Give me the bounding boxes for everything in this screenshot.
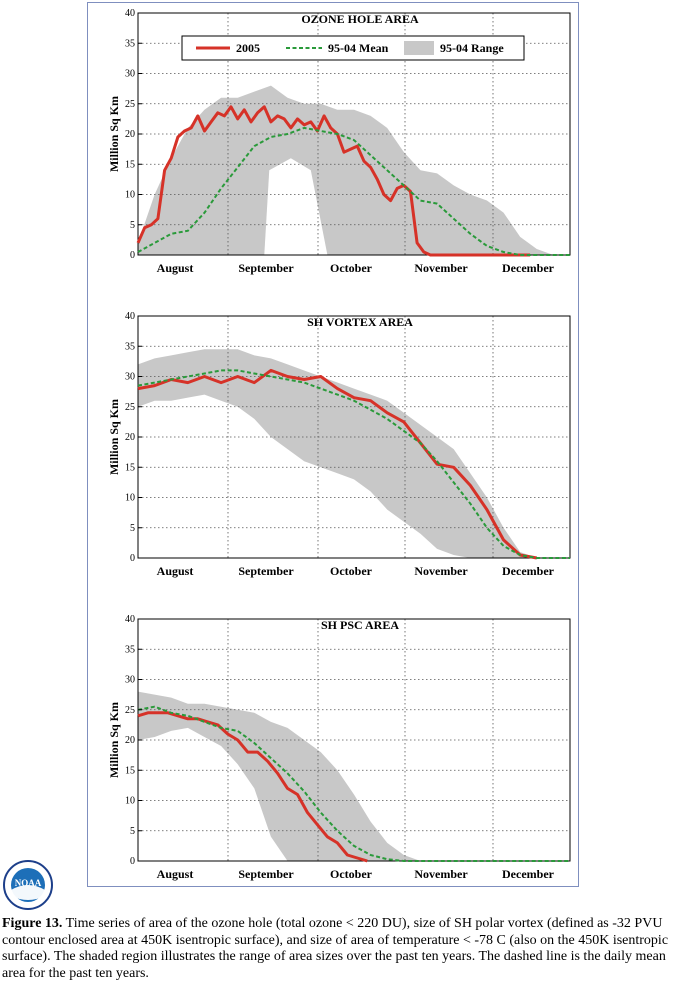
y-tick-label: 15 xyxy=(125,462,135,473)
series-mean-line xyxy=(137,369,570,559)
chart-panel-1: 0 5 10 15 20 25 30 35 40 August September October No… xyxy=(107,8,571,275)
y-tick-label: 25 xyxy=(125,705,135,716)
figure-frame xyxy=(87,2,579,887)
range-band xyxy=(138,691,570,861)
y-tick-label: 35 xyxy=(125,644,135,655)
chart-title: SH PSC AREA xyxy=(321,618,399,632)
legend-range-swatch xyxy=(404,41,434,55)
y-tick-label: 5 xyxy=(130,523,135,534)
x-month-label: September xyxy=(238,564,294,578)
legend-box xyxy=(181,35,525,61)
legend-range-label: 95-04 Range xyxy=(440,41,504,55)
x-month-label: December xyxy=(502,261,555,275)
y-tick-label: 10 xyxy=(125,190,135,201)
x-month-label: November xyxy=(414,564,468,578)
x-month-label: October xyxy=(330,867,373,881)
range-band xyxy=(138,85,570,255)
y-tick-label: 30 xyxy=(125,675,135,686)
y-tick-label: 40 xyxy=(125,311,135,322)
x-month-label: August xyxy=(157,261,194,275)
y-tick-label: 0 xyxy=(130,553,135,564)
x-month-label: August xyxy=(157,867,194,881)
y-tick-label: 20 xyxy=(125,129,135,140)
y-tick-label: 15 xyxy=(125,159,135,170)
legend-mean-label: 95-04 Mean xyxy=(328,41,389,55)
figure-caption: Figure 13. Time series of area of the oz… xyxy=(2,916,678,982)
x-month-label: November xyxy=(414,867,468,881)
y-tick-label: 25 xyxy=(125,99,135,110)
series-mean-line xyxy=(137,705,570,862)
y-tick-label: 5 xyxy=(130,220,135,231)
series-2005-line xyxy=(137,711,368,863)
range-band xyxy=(138,349,570,558)
y-tick-label: 30 xyxy=(125,69,135,80)
y-tick-label: 15 xyxy=(125,765,135,776)
y-tick-label: 20 xyxy=(125,432,135,443)
range-gap xyxy=(264,158,328,255)
y-tick-label: 30 xyxy=(125,372,135,383)
y-tick-label: 40 xyxy=(125,8,135,19)
y-tick-label: 0 xyxy=(130,856,135,867)
series-2005-line xyxy=(136,105,531,257)
chart-panel-3: 0 5 10 15 20 25 30 35 40 August September October No… xyxy=(107,614,571,881)
y-axis-label: Million Sq Km xyxy=(107,702,121,778)
noaa-logo: NOAA xyxy=(3,860,53,910)
chart-title: SH VORTEX AREA xyxy=(307,315,413,329)
x-month-label: November xyxy=(414,261,468,275)
y-axis-label: Million Sq Km xyxy=(107,399,121,475)
y-axis-label: Million Sq Km xyxy=(107,96,121,172)
x-month-label: October xyxy=(330,261,373,275)
x-month-label: August xyxy=(157,564,194,578)
y-tick-label: 20 xyxy=(125,735,135,746)
y-tick-label: 10 xyxy=(125,796,135,807)
y-tick-label: 0 xyxy=(130,250,135,261)
legend-2005-label: 2005 xyxy=(236,41,260,55)
x-month-label: December xyxy=(502,867,555,881)
x-month-label: September xyxy=(238,867,294,881)
noaa-logo-text: NOAA xyxy=(15,878,42,888)
caption-label: Figure 13. xyxy=(2,916,63,931)
y-tick-label: 5 xyxy=(130,826,135,837)
y-tick-label: 25 xyxy=(125,402,135,413)
x-month-label: December xyxy=(502,564,555,578)
chart-panel-2: 0 5 10 15 20 25 30 35 40 August September October No… xyxy=(107,311,571,578)
y-tick-label: 35 xyxy=(125,341,135,352)
y-tick-label: 35 xyxy=(125,38,135,49)
legend: 2005 95-04 Mean 95-04 Range xyxy=(181,35,525,61)
series-2005-line xyxy=(137,368,538,560)
caption-text: Time series of area of the ozone hole (t… xyxy=(2,916,669,981)
x-month-label: September xyxy=(238,261,294,275)
chart-title: OZONE HOLE AREA xyxy=(301,12,419,26)
series-mean-line xyxy=(137,126,570,256)
x-month-label: October xyxy=(330,564,373,578)
y-tick-label: 10 xyxy=(125,493,135,504)
y-tick-label: 40 xyxy=(125,614,135,625)
